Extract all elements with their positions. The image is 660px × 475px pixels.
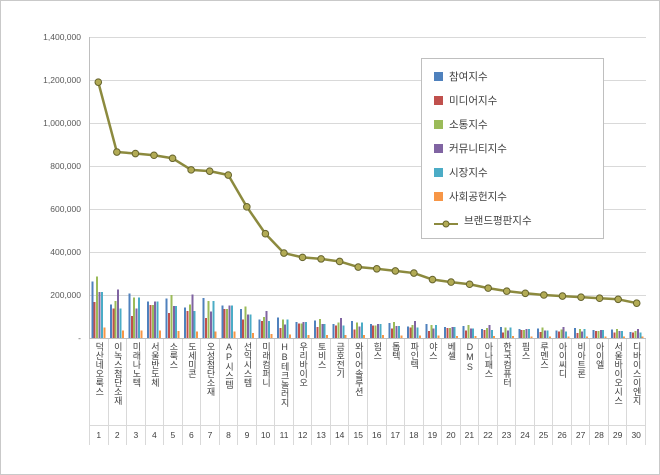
rank-label: 15 <box>349 425 368 445</box>
legend-item-participation: 참여지수 <box>434 69 591 84</box>
rank-label: 9 <box>238 425 257 445</box>
legend-label-social: 사회공헌지수 <box>449 191 507 204</box>
category-label: 선익시스템 <box>238 339 257 425</box>
rank-label: 1 <box>89 425 109 445</box>
category-label: 베셀 <box>442 339 461 425</box>
rank-label: 7 <box>201 425 220 445</box>
category-label: 금호전기 <box>331 339 350 425</box>
category-label: DMS <box>461 339 480 425</box>
y-tick-label: 1,200,000 <box>43 75 81 85</box>
rank-label: 17 <box>387 425 406 445</box>
y-tick-label: 600,000 <box>50 204 81 214</box>
rank-label: 5 <box>164 425 183 445</box>
category-label: 한국컴퓨터 <box>498 339 517 425</box>
y-tick-label: 400,000 <box>50 247 81 257</box>
rank-label: 20 <box>442 425 461 445</box>
category-label: 우리바이오 <box>294 339 313 425</box>
rank-label: 24 <box>516 425 535 445</box>
rank-label: 12 <box>294 425 313 445</box>
category-label: 루멘스 <box>535 339 554 425</box>
rank-label: 27 <box>572 425 591 445</box>
rank-label: 29 <box>609 425 628 445</box>
category-label: 힘스 <box>368 339 387 425</box>
category-label: 아이엘 <box>590 339 609 425</box>
rank-label: 11 <box>275 425 294 445</box>
legend-swatch-market <box>434 168 443 178</box>
rank-label: 19 <box>424 425 443 445</box>
legend-label-communication: 소통지수 <box>449 118 488 131</box>
y-tick-label: 1,400,000 <box>43 32 81 42</box>
category-label: 덕산네오룩스 <box>89 339 109 425</box>
legend-item-social: 사회공헌지수 <box>434 189 591 204</box>
category-label: 소룩스 <box>164 339 183 425</box>
legend-item-brand-index: 브랜드평판지수 <box>434 213 591 228</box>
rank-label: 21 <box>461 425 480 445</box>
y-tick-label: - <box>78 333 81 343</box>
category-label: 아나패스 <box>479 339 498 425</box>
x-axis-category-labels: 덕산네오룩스 이녹스첨단소재 미래나노텍 서울반도체 소룩스 도세미콘 오성첨단소재 AP시스… <box>89 338 646 426</box>
rank-label: 6 <box>183 425 202 445</box>
rank-label: 3 <box>127 425 146 445</box>
category-label: 토비스 <box>312 339 331 425</box>
rank-label: 26 <box>553 425 572 445</box>
rank-label: 22 <box>479 425 498 445</box>
category-label: 와이어솔루션 <box>349 339 368 425</box>
rank-label: 2 <box>109 425 128 445</box>
legend-swatch-community <box>434 143 443 153</box>
legend-item-media: 미디어지수 <box>434 93 591 108</box>
chart-canvas <box>89 37 646 338</box>
rank-label: 30 <box>627 425 646 445</box>
category-label: 서울반도체 <box>146 339 165 425</box>
category-label: 핌스 <box>516 339 535 425</box>
legend-item-community: 커뮤니티지수 <box>434 141 591 156</box>
category-label: 도세미콘 <box>183 339 202 425</box>
rank-label: 13 <box>312 425 331 445</box>
category-label: 이녹스첨단소재 <box>109 339 128 425</box>
category-label: 파인텍 <box>405 339 424 425</box>
category-label: 야스 <box>424 339 443 425</box>
legend-swatch-participation <box>434 71 443 81</box>
legend-label-participation: 참여지수 <box>449 70 488 83</box>
x-axis-rank-labels: 1 2 3 4 5 6 7 8 9 10 11 12 13 14 15 16 17 18 19 20 21 22 23 24 2… <box>89 425 646 445</box>
category-label: 비아트론 <box>572 339 591 425</box>
rank-label: 18 <box>405 425 424 445</box>
rank-label: 25 <box>535 425 554 445</box>
rank-label: 14 <box>331 425 350 445</box>
category-label: HB테크놀러지 <box>275 339 294 425</box>
category-label: AP시스템 <box>220 339 239 425</box>
rank-label: 4 <box>146 425 165 445</box>
legend-label-media: 미디어지수 <box>449 94 498 107</box>
y-tick-label: 800,000 <box>50 161 81 171</box>
legend-label-market: 시장지수 <box>449 167 488 180</box>
rank-label: 10 <box>257 425 276 445</box>
y-tick-label: 1,000,000 <box>43 118 81 128</box>
legend-item-communication: 소통지수 <box>434 117 591 132</box>
rank-label: 16 <box>368 425 387 445</box>
category-label: 아이씨디 <box>553 339 572 425</box>
legend-label-community: 커뮤니티지수 <box>449 142 507 155</box>
legend-swatch-social <box>434 192 443 202</box>
legend: 참여지수 미디어지수 소통지수 커뮤니티지수 시장지수 사회공헌지수 브랜드평판… <box>421 58 604 239</box>
plot-area <box>89 26 646 338</box>
legend-label-brand-index: 브랜드평판지수 <box>464 215 532 228</box>
legend-line-marker-icon <box>434 216 458 228</box>
category-label: 디바이스이엔지 <box>627 339 646 425</box>
legend-swatch-communication <box>434 119 443 129</box>
rank-label: 23 <box>498 425 517 445</box>
category-label: 미래컴퍼니 <box>257 339 276 425</box>
legend-item-market: 시장지수 <box>434 165 591 180</box>
category-label: 톱텍 <box>387 339 406 425</box>
category-label: 오성첨단소재 <box>201 339 220 425</box>
legend-swatch-media <box>434 95 443 105</box>
y-tick-label: 200,000 <box>50 290 81 300</box>
y-axis-tick-labels: - 200,000 400,000 600,000 800,000 1,000,000 1,… <box>1 26 85 343</box>
category-label: 서울바이오시스 <box>609 339 628 425</box>
rank-label: 28 <box>590 425 609 445</box>
rank-label: 8 <box>220 425 239 445</box>
category-label: 미래나노텍 <box>127 339 146 425</box>
